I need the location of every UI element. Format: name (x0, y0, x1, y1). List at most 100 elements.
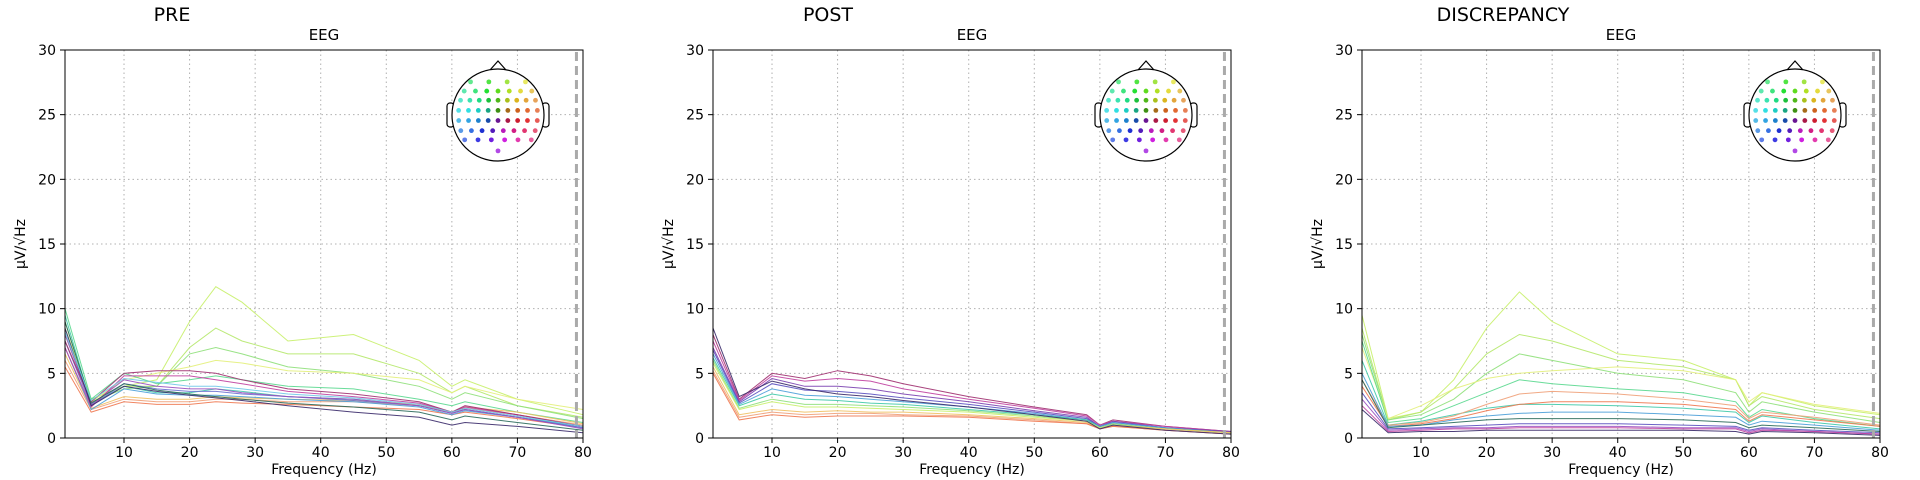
x-tick-label: 20 (1478, 445, 1496, 461)
sensor-dot (1177, 88, 1183, 94)
sensor-dot (1123, 137, 1129, 143)
series-line (1361, 327, 1881, 421)
sensor-dot (495, 108, 501, 113)
series-line (1361, 291, 1881, 420)
sensor-dot (1180, 128, 1186, 134)
x-tick-label: 10 (1412, 445, 1430, 461)
sensor-dot (1820, 79, 1825, 85)
series-line (1361, 409, 1881, 436)
sensor-dot (1143, 148, 1149, 154)
y-tick-label: 20 (686, 172, 704, 188)
sensor-dot (1802, 108, 1808, 113)
head-nose (1137, 60, 1155, 71)
sensor-dot (486, 97, 492, 103)
x-tick-label: 10 (115, 445, 133, 461)
sensor-dot (504, 79, 510, 85)
sensor-dot (1787, 128, 1793, 134)
x-tick-label: 30 (246, 445, 264, 461)
sensor-dot (1171, 97, 1177, 103)
sensor-dot (1133, 118, 1139, 123)
sensor-dot (1153, 108, 1159, 113)
sensor-dot (1134, 97, 1140, 103)
sensor-dot (1830, 97, 1835, 103)
x-tick-label: 60 (443, 445, 461, 461)
y-tick-label: 25 (38, 108, 56, 124)
sensor-dot (1792, 88, 1798, 94)
y-tick-label: 20 (38, 172, 56, 188)
series-line (1361, 360, 1881, 430)
head-outline (1099, 68, 1193, 162)
sensor-dot (1831, 108, 1837, 113)
sensor-dot (1152, 79, 1158, 85)
sensor-dot (485, 118, 491, 123)
sensor-dot (495, 118, 501, 123)
sensor-dot (500, 128, 506, 134)
sensor-dot (1792, 148, 1798, 154)
sensor-dot (515, 137, 521, 143)
series-line (712, 373, 1232, 435)
sensor-dot (1138, 128, 1144, 134)
sensor-dot (1797, 128, 1803, 134)
sensor-dot (456, 118, 462, 123)
sensor-dot (518, 88, 523, 94)
sensor-dot (466, 108, 471, 113)
sensor-dot (476, 97, 482, 103)
x-tick-label: 50 (377, 445, 395, 461)
panel-title: POST (803, 4, 853, 26)
sensor-dot (1819, 128, 1824, 134)
sensor-dot (529, 88, 535, 94)
sensor-dot (1808, 128, 1814, 134)
x-tick-label: 80 (1222, 445, 1240, 461)
sensor-dot (1781, 88, 1787, 94)
y-tick-label: 30 (686, 43, 704, 59)
sensor-dot (1106, 128, 1112, 134)
sensor-dot (475, 118, 481, 123)
series-line (64, 308, 584, 423)
sensor-dot (1143, 108, 1149, 113)
sensor-dot (1173, 118, 1178, 123)
sensor-dot (1831, 118, 1837, 123)
sensor-dot (1829, 128, 1835, 134)
x-axis-label: Frequency (Hz) (271, 462, 377, 478)
chart-panel-pre: PRE EEG 10 20 30 40 50 60 70 80 0 5 10 15 20 25 30 Freque… (13, 4, 592, 478)
sensor-dot (1766, 128, 1771, 134)
sensor-dot (1792, 97, 1798, 103)
sensor-dot (468, 79, 473, 85)
sensor-dot (1799, 137, 1805, 143)
sensor-dot (1110, 137, 1116, 143)
sensor-dot (1783, 97, 1789, 103)
sensor-dot (1772, 118, 1778, 123)
x-tick-label: 70 (509, 445, 527, 461)
sensor-dot (1163, 108, 1169, 113)
sensor-dot (1173, 108, 1178, 113)
y-tick-label: 25 (686, 108, 704, 124)
series-line (64, 327, 584, 434)
sensor-dot (461, 88, 467, 94)
sensor-dot (1104, 118, 1110, 123)
sensor-dot (1170, 128, 1175, 134)
x-tick-label: 40 (960, 445, 978, 461)
sensor-dot (1114, 118, 1119, 123)
sensor-dot (1163, 118, 1169, 123)
sensor-dot (1759, 137, 1765, 143)
series-line (1361, 392, 1881, 434)
sensor-dot (1176, 137, 1182, 143)
sensor-dot (1171, 79, 1176, 85)
x-tick-label: 70 (1157, 445, 1175, 461)
x-tick-label: 60 (1091, 445, 1109, 461)
x-tick-label: 50 (1674, 445, 1692, 461)
sensor-dot (1763, 108, 1768, 113)
sensor-dot (528, 137, 534, 143)
y-tick-label: 15 (38, 237, 56, 253)
x-tick-label: 80 (1871, 445, 1889, 461)
y-axis-label: µV/√Hz (13, 219, 29, 269)
sensor-dot (1150, 137, 1156, 143)
series-line (1361, 347, 1881, 420)
sensor-dot (1159, 128, 1165, 134)
sensor-dot (1116, 79, 1121, 85)
y-tick-label: 15 (1335, 237, 1353, 253)
y-tick-label: 15 (686, 237, 704, 253)
sensor-dot (458, 128, 464, 134)
sensor-dot (1109, 88, 1115, 94)
sensor-dot (473, 88, 478, 94)
